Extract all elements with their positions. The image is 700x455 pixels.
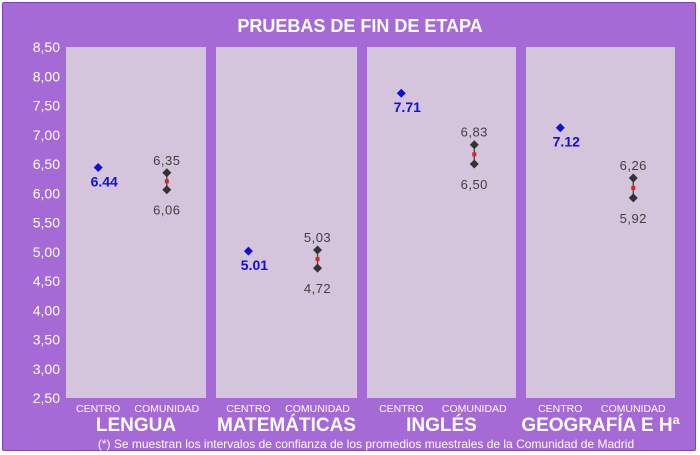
chart-marks: 6.44 6,35 6,06 5.01 5,03 4,72 7.71 6,83 6,50 7.12… <box>91 88 647 296</box>
y-tick-label: 6,00 <box>33 185 60 201</box>
y-tick-label: 3,00 <box>33 361 60 377</box>
interval-mean-marker <box>315 257 320 262</box>
centro-marker <box>243 246 253 256</box>
y-tick-label: 8,00 <box>33 68 60 84</box>
panel-2 <box>216 47 357 398</box>
centro-marker <box>93 163 103 173</box>
y-tick-label: 3,50 <box>33 332 60 348</box>
footnote: (*) Se muestran los intervalos de confia… <box>98 437 634 451</box>
x-category-label-centro: CENTRO <box>538 403 582 415</box>
centro-marker <box>555 123 565 133</box>
centro-value-label: 5.01 <box>241 257 268 273</box>
x-category-label-comunidad: COMUNIDAD <box>134 403 199 415</box>
y-tick-label: 4,50 <box>33 273 60 289</box>
x-category-label-centro: CENTRO <box>379 403 423 415</box>
y-tick-label: 5,00 <box>33 244 60 260</box>
y-axis: 2,50 3,00 3,50 4,00 4,50 5,00 5,50 6,00 6,50 7,00… <box>33 39 60 406</box>
interval-low-label: 6,50 <box>461 177 488 192</box>
centro-value-label: 7.71 <box>394 99 421 115</box>
centro-marker <box>396 88 406 98</box>
y-tick-label: 2,50 <box>33 390 60 406</box>
x-category-label-comunidad: COMUNIDAD <box>285 403 350 415</box>
centro-value-label: 6.44 <box>91 174 118 190</box>
interval-low-marker <box>469 159 479 169</box>
interval-high-marker <box>313 245 323 255</box>
y-tick-label: 4,00 <box>33 302 60 318</box>
x-category-label-centro: CENTRO <box>226 403 270 415</box>
interval-low-label: 5,92 <box>620 211 647 226</box>
interval-low-marker <box>313 263 323 273</box>
centro-value-label: 7.12 <box>553 134 580 150</box>
x-category-label-centro: CENTRO <box>76 403 120 415</box>
interval-high-label: 6,26 <box>620 158 647 173</box>
interval-mean-marker <box>472 152 477 157</box>
y-tick-label: 8,50 <box>33 39 60 55</box>
interval-low-marker <box>162 185 172 195</box>
subject-label: LENGUA <box>96 415 177 436</box>
subject-label: GEOGRAFÍA E Hª <box>521 414 680 436</box>
interval-high-marker <box>162 168 172 178</box>
y-tick-label: 7,50 <box>33 98 60 114</box>
y-tick-label: 5,50 <box>33 215 60 231</box>
interval-mean-marker <box>164 179 169 184</box>
interval-high-label: 5,03 <box>304 230 331 245</box>
interval-high-marker <box>469 140 479 150</box>
panel-3 <box>367 47 516 398</box>
chart-title: PRUEBAS DE FIN DE ETAPA <box>237 16 482 36</box>
panel-1 <box>66 47 206 398</box>
interval-high-marker <box>628 173 638 183</box>
interval-low-label: 6,06 <box>153 203 180 218</box>
interval-low-label: 4,72 <box>304 281 331 296</box>
interval-high-label: 6,35 <box>153 153 180 168</box>
x-category-label-comunidad: COMUNIDAD <box>442 403 507 415</box>
x-category-label-comunidad: COMUNIDAD <box>601 403 666 415</box>
y-tick-label: 7,00 <box>33 127 60 143</box>
y-tick-label: 6,50 <box>33 156 60 172</box>
interval-low-marker <box>628 193 638 203</box>
subject-panels <box>66 47 675 398</box>
panel-4 <box>526 47 675 398</box>
subject-label: MATEMÁTICAS <box>217 414 356 436</box>
subject-label: INGLÉS <box>406 414 477 436</box>
interval-mean-marker <box>631 185 636 190</box>
interval-high-label: 6,83 <box>461 125 488 140</box>
